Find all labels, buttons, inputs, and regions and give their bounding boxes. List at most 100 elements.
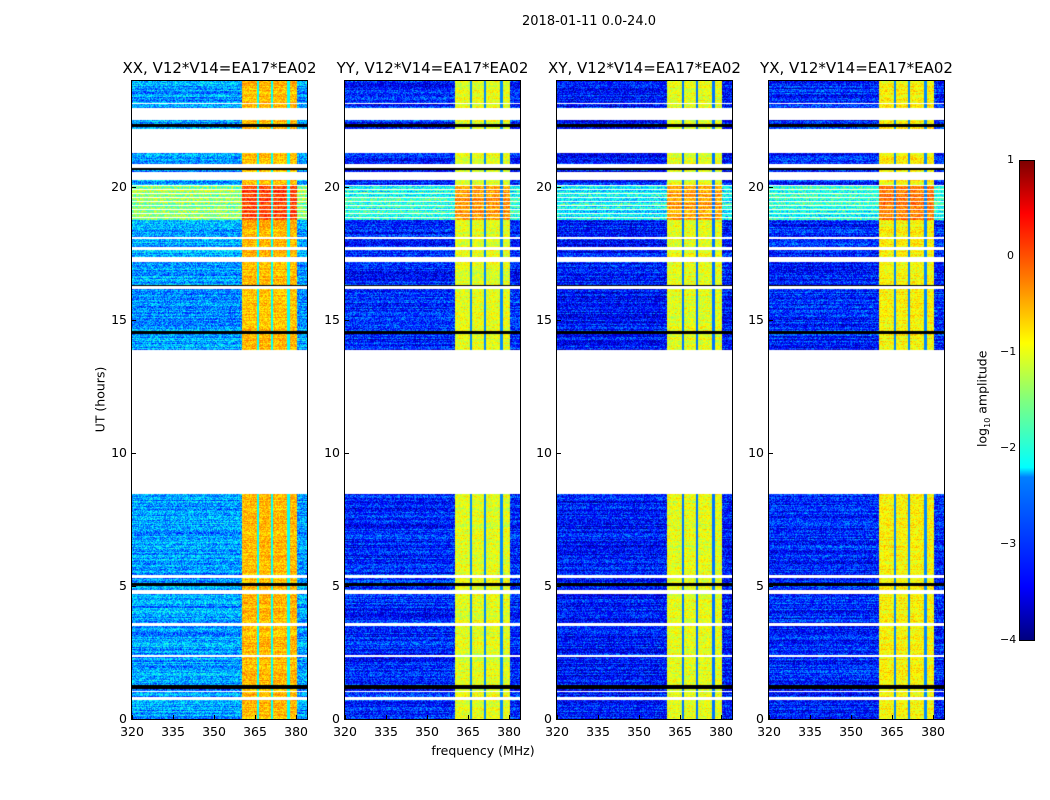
colorbar (1019, 160, 1035, 641)
y-tick-mark (345, 320, 349, 322)
x-tick-label: 335 (798, 724, 822, 739)
x-tick-label: 350 (839, 724, 863, 739)
x-tick-mark (468, 715, 470, 719)
y-tick-label: 10 (111, 445, 127, 461)
y-tick-label: 5 (756, 578, 764, 594)
x-tick-label: 380 (497, 724, 521, 739)
y-tick-mark (557, 719, 561, 720)
heatmap-panel (344, 80, 521, 720)
y-tick-mark (345, 586, 349, 588)
x-tick-mark (255, 715, 257, 719)
y-tick-label: 20 (748, 179, 764, 195)
y-tick-label: 10 (536, 445, 552, 461)
y-axis-label: UT (hours) (92, 366, 108, 433)
y-tick-mark (557, 187, 561, 189)
heatmap-panel (131, 80, 308, 720)
figure-title: 2018-01-11 0.0-24.0 (522, 14, 656, 29)
x-tick-mark (680, 715, 682, 719)
y-tick-mark (345, 453, 349, 455)
x-tick-mark (296, 715, 298, 719)
x-tick-label: 350 (415, 724, 439, 739)
x-tick-mark (721, 715, 723, 719)
y-tick-mark (769, 719, 773, 720)
y-tick-label: 0 (544, 711, 552, 726)
x-tick-label: 320 (545, 724, 569, 739)
heatmap-image (769, 81, 944, 719)
x-tick-mark (933, 715, 935, 719)
x-tick-label: 380 (709, 724, 733, 739)
colorbar-tick-label: −4 (1000, 633, 1017, 646)
x-tick-label: 365 (243, 724, 267, 739)
y-tick-label: 0 (756, 711, 764, 726)
x-tick-mark (769, 715, 770, 719)
y-tick-mark (557, 453, 561, 455)
x-tick-label: 320 (757, 724, 781, 739)
heatmap-image (132, 81, 307, 719)
x-tick-mark (892, 715, 894, 719)
x-tick-label: 335 (374, 724, 398, 739)
x-tick-label: 335 (161, 724, 185, 739)
colorbar-tick-label: −1 (1000, 345, 1017, 358)
y-tick-label: 5 (332, 578, 340, 594)
x-tick-mark (386, 715, 388, 719)
x-tick-mark (173, 715, 175, 719)
colorbar-tick-label: −2 (1000, 441, 1017, 454)
panel-title: XY, V12*V14=EA17*EA02 (548, 59, 741, 77)
y-tick-mark (769, 586, 773, 588)
y-tick-label: 15 (536, 312, 552, 328)
y-tick-label: 10 (748, 445, 764, 461)
y-tick-mark (132, 187, 136, 189)
heatmap-panel (768, 80, 945, 720)
x-tick-label: 335 (586, 724, 610, 739)
x-tick-mark (427, 715, 429, 719)
colorbar-tick-label: −3 (1000, 537, 1017, 550)
x-tick-label: 380 (284, 724, 308, 739)
y-tick-label: 20 (324, 179, 340, 195)
x-tick-label: 380 (921, 724, 945, 739)
x-tick-mark (810, 715, 812, 719)
y-tick-mark (557, 586, 561, 588)
x-axis-label: frequency (MHz) (431, 743, 535, 758)
y-tick-mark (557, 320, 561, 322)
y-tick-label: 15 (324, 312, 340, 328)
y-tick-mark (132, 453, 136, 455)
y-tick-mark (132, 320, 136, 322)
panel-title: YX, V12*V14=EA17*EA02 (760, 59, 953, 77)
y-tick-mark (345, 187, 349, 189)
x-tick-mark (132, 715, 133, 719)
y-tick-mark (769, 187, 773, 189)
y-tick-label: 0 (332, 711, 340, 726)
x-tick-label: 365 (880, 724, 904, 739)
y-tick-label: 20 (111, 179, 127, 195)
x-tick-mark (557, 715, 558, 719)
x-tick-mark (345, 715, 346, 719)
heatmap-image (345, 81, 520, 719)
x-tick-mark (598, 715, 600, 719)
x-tick-label: 320 (333, 724, 357, 739)
y-tick-label: 15 (111, 312, 127, 328)
panel-title: YY, V12*V14=EA17*EA02 (336, 59, 529, 77)
x-tick-mark (509, 715, 511, 719)
y-tick-mark (769, 453, 773, 455)
x-tick-label: 350 (202, 724, 226, 739)
y-tick-label: 20 (536, 179, 552, 195)
y-tick-mark (132, 719, 136, 720)
x-tick-label: 320 (120, 724, 144, 739)
y-tick-label: 5 (544, 578, 552, 594)
y-tick-label: 5 (119, 578, 127, 594)
colorbar-label: log10 amplitude (974, 350, 992, 447)
y-tick-mark (345, 719, 349, 720)
y-tick-label: 10 (324, 445, 340, 461)
x-tick-mark (851, 715, 853, 719)
x-tick-mark (214, 715, 216, 719)
heatmap-panel (556, 80, 733, 720)
x-tick-label: 365 (668, 724, 692, 739)
y-tick-mark (132, 586, 136, 588)
x-tick-label: 350 (627, 724, 651, 739)
x-tick-mark (639, 715, 641, 719)
colorbar-tick-label: 0 (1007, 249, 1014, 262)
y-tick-label: 15 (748, 312, 764, 328)
panel-title: XX, V12*V14=EA17*EA02 (122, 59, 317, 77)
y-tick-mark (769, 320, 773, 322)
